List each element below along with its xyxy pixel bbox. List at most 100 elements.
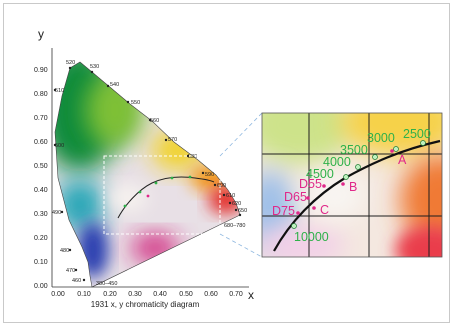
wavelength-dot: [186, 154, 190, 158]
wavelength-label: 570: [168, 137, 177, 143]
illuminant-label: D55: [299, 177, 322, 191]
wavelength-label: 470: [66, 268, 75, 274]
wavelength-dot: [213, 183, 217, 187]
x-tick-label: 0.60: [204, 291, 218, 298]
temperature-label: 10000: [294, 230, 329, 244]
wavelength-label: 490: [52, 210, 61, 216]
illuminant-point: [312, 206, 316, 210]
locus-point: [146, 194, 150, 198]
x-tick-labels: 0.00 0.10 0.20 0.30 0.40 0.50 0.60 0.70: [51, 291, 243, 298]
wavelength-label: 500: [55, 143, 64, 149]
y-tick-label: 0.90: [34, 67, 48, 74]
illuminant-label: C: [320, 203, 329, 217]
wavelength-dot: [201, 171, 205, 175]
locus-point: [355, 164, 361, 170]
inset-background: [262, 113, 442, 257]
wavelength-dot: [238, 213, 242, 217]
wavelength-label: 560: [150, 118, 159, 124]
temperature-labels: 2500 3000 3500 4000 4500 10000: [294, 127, 431, 244]
diagram-caption: 1931 x, y chromaticity diagram: [91, 300, 200, 309]
wavelength-dot: [53, 143, 57, 147]
wavelength-label: 590: [205, 172, 214, 178]
illuminant-labels: A B D55 C D65 D75: [272, 153, 407, 218]
temperature-label: 2500: [403, 127, 431, 141]
wavelength-label: 620: [232, 201, 241, 207]
locus-point: [138, 190, 142, 194]
wavelength-label: 680–780: [224, 223, 245, 229]
locus-point: [154, 181, 158, 185]
y-tick-label: 0.10: [34, 259, 48, 266]
wavelength-label: 530: [90, 64, 99, 70]
x-tick-label: 0.30: [128, 291, 142, 298]
inset-grid: [262, 113, 442, 257]
wavelength-dot: [90, 70, 94, 74]
inset-locus-points: [291, 140, 426, 229]
wavelength-dot: [60, 210, 64, 214]
locus-point: [393, 146, 399, 152]
y-tick-label: 0.60: [34, 139, 48, 146]
illuminant-point: [306, 196, 310, 200]
wavelength-label: 380–450: [96, 281, 117, 287]
x-tick-label: 0.00: [51, 291, 65, 298]
y-tick-label: 0.80: [34, 91, 48, 98]
wavelength-label: 650: [238, 208, 247, 214]
wavelength-labels: 520 530 540 550 560 570 580 590 600 610 …: [52, 60, 247, 287]
y-tick-label: 0.20: [34, 235, 48, 242]
main-locus-points: [123, 175, 192, 208]
locus-point: [170, 176, 174, 180]
gamut-fill: [55, 62, 240, 287]
wavelength-markers: [53, 66, 242, 282]
temperature-label: 3500: [340, 143, 368, 157]
illuminant-label: A: [398, 153, 407, 167]
wavelength-dot: [68, 66, 72, 70]
wavelength-dot: [126, 100, 130, 104]
wavelength-dot: [148, 118, 152, 122]
locus-point: [188, 175, 192, 179]
wavelength-label: 520: [66, 60, 75, 66]
x-tick-label: 0.70: [229, 291, 243, 298]
illuminant-points: [296, 149, 394, 215]
wavelength-label: 600: [217, 183, 226, 189]
locus-point: [420, 140, 426, 146]
zoom-guide-line: [219, 112, 263, 157]
locus-point: [291, 223, 297, 229]
temperature-label: 4000: [323, 155, 351, 169]
x-axis-letter: x: [248, 288, 254, 302]
illuminant-point: [296, 211, 300, 215]
illuminant-label: B: [349, 180, 357, 194]
y-tick-label: 0.00: [34, 283, 48, 290]
wavelength-label: 550: [131, 100, 140, 106]
x-tick-label: 0.40: [153, 291, 167, 298]
locus-point: [343, 174, 349, 180]
x-tick-label: 0.10: [77, 291, 91, 298]
y-tick-label: 0.40: [34, 187, 48, 194]
y-tick-label: 0.50: [34, 163, 48, 170]
zoom-selection-box: [103, 155, 221, 235]
wavelength-label: 510: [55, 88, 64, 94]
locus-point: [123, 204, 127, 208]
temperature-label: 4500: [306, 167, 334, 181]
wavelength-dot: [222, 193, 226, 197]
wavelength-label: 460: [72, 278, 81, 284]
y-axis-letter: y: [38, 27, 44, 41]
illuminant-point: [341, 182, 345, 186]
locus-point: [372, 154, 378, 160]
y-tick-label: 0.30: [34, 211, 48, 218]
spectral-locus: [54, 61, 241, 288]
x-tick-label: 0.50: [179, 291, 193, 298]
inset-border: [261, 112, 443, 258]
x-tick-label: 0.20: [103, 291, 117, 298]
wavelength-dot: [53, 88, 57, 92]
wavelength-dot: [106, 84, 110, 88]
y-tick-labels: 0.00 0.10 0.20 0.30 0.40 0.50 0.60 0.70 …: [34, 67, 48, 290]
wavelength-dot: [228, 201, 232, 205]
zoom-guide-line: [219, 233, 263, 258]
illuminant-label: D65: [284, 190, 307, 204]
temperature-label: 3000: [367, 131, 395, 145]
y-tick-label: 0.70: [34, 115, 48, 122]
wavelength-label: 610: [226, 193, 235, 199]
wavelength-dot: [234, 208, 238, 212]
illuminant-point: [322, 184, 326, 188]
wavelength-dot: [164, 138, 168, 142]
